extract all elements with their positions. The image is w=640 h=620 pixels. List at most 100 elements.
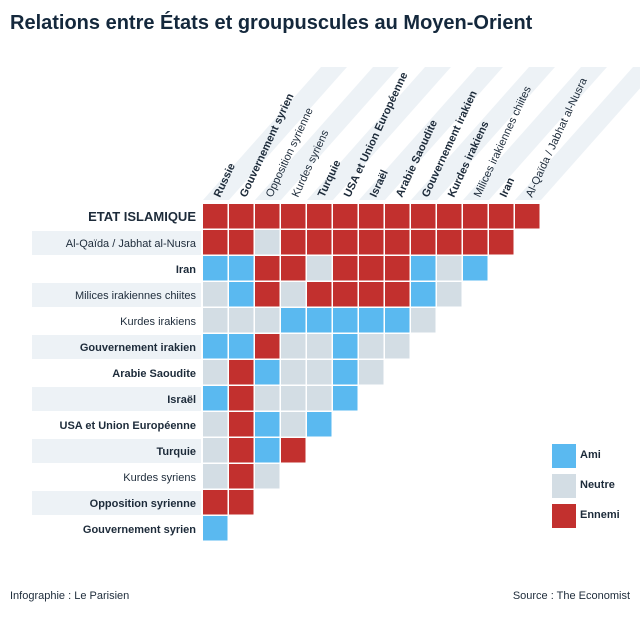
matrix-cell — [203, 490, 228, 515]
matrix-cells — [203, 204, 540, 541]
matrix-cell — [307, 308, 332, 333]
matrix-cell — [229, 334, 254, 359]
row-label: Al-Qaïda / Jabhat al-Nusra — [66, 238, 197, 250]
matrix-cell — [333, 360, 358, 385]
matrix-cell — [203, 360, 228, 385]
matrix-cell — [333, 204, 358, 229]
matrix-cell — [411, 308, 436, 333]
column-header-band — [255, 67, 399, 200]
matrix-cell — [411, 204, 436, 229]
matrix-cell — [229, 386, 254, 411]
matrix-cell — [307, 386, 332, 411]
matrix-cell — [255, 230, 280, 255]
matrix-cell — [229, 438, 254, 463]
matrix-cell — [255, 256, 280, 281]
matrix-cell — [385, 308, 410, 333]
column-header-band — [463, 67, 607, 200]
matrix-cell — [385, 282, 410, 307]
matrix-cell — [203, 464, 228, 489]
matrix-cell — [333, 230, 358, 255]
matrix-cell — [333, 334, 358, 359]
matrix-cell — [437, 282, 462, 307]
matrix-cell — [359, 334, 384, 359]
matrix-cell — [281, 412, 306, 437]
matrix-cell — [463, 230, 488, 255]
matrix-cell — [307, 230, 332, 255]
column-header-band — [411, 67, 555, 200]
matrix-cell — [203, 230, 228, 255]
matrix-cell — [333, 282, 358, 307]
matrix-cell — [281, 386, 306, 411]
matrix-cell — [385, 204, 410, 229]
matrix-cell — [359, 282, 384, 307]
matrix-cell — [203, 386, 228, 411]
matrix-cell — [359, 230, 384, 255]
matrix-cell — [229, 308, 254, 333]
matrix-cell — [359, 204, 384, 229]
matrix-cell — [255, 438, 280, 463]
matrix-cell — [229, 204, 254, 229]
legend-swatch — [552, 444, 576, 468]
matrix-cell — [203, 308, 228, 333]
row-label: Turquie — [156, 446, 196, 458]
matrix-cell — [333, 386, 358, 411]
matrix-cell — [385, 334, 410, 359]
matrix-cell — [437, 256, 462, 281]
source-text: Source : The Economist — [512, 590, 630, 602]
matrix-cell — [255, 308, 280, 333]
matrix-cell — [385, 230, 410, 255]
matrix-cell — [203, 256, 228, 281]
row-label: Kurdes irakiens — [120, 316, 196, 328]
matrix-cell — [203, 334, 228, 359]
row-label: Gouvernement irakien — [80, 342, 196, 354]
matrix-cell — [229, 464, 254, 489]
matrix-cell — [359, 256, 384, 281]
row-labels: ETAT ISLAMIQUE Al-Qaïda / Jabhat al-Nusra… — [32, 209, 201, 536]
matrix-cell — [281, 308, 306, 333]
row-label: Opposition syrienne — [90, 498, 196, 510]
chart-title: Relations entre États et groupuscules au… — [10, 12, 533, 34]
column-header-band — [359, 67, 503, 200]
matrix-cell — [333, 256, 358, 281]
matrix-cell — [437, 230, 462, 255]
matrix-cell — [255, 204, 280, 229]
matrix-cell — [203, 282, 228, 307]
column-header-band — [307, 67, 451, 200]
matrix-cell — [255, 412, 280, 437]
legend-label: Neutre — [580, 479, 615, 491]
matrix-cell — [307, 282, 332, 307]
row-label: Arabie Saoudite — [112, 368, 196, 380]
matrix-cell — [437, 204, 462, 229]
matrix-cell — [255, 464, 280, 489]
column-header-band — [203, 67, 347, 200]
matrix-cell — [359, 308, 384, 333]
row-label: Israël — [167, 394, 196, 406]
matrix-cell — [411, 256, 436, 281]
row-label: Milices irakiennes chiites — [75, 290, 197, 302]
matrix-cell — [307, 256, 332, 281]
row-label-band — [32, 283, 201, 307]
matrix-cell — [307, 204, 332, 229]
matrix-cell — [281, 360, 306, 385]
matrix-cell — [359, 360, 384, 385]
row-label: Kurdes syriens — [123, 472, 196, 484]
matrix-cell — [281, 334, 306, 359]
matrix-cell — [229, 256, 254, 281]
matrix-cell — [307, 334, 332, 359]
legend-label: Ennemi — [580, 509, 620, 521]
matrix-cell — [515, 204, 540, 229]
matrix-cell — [255, 282, 280, 307]
matrix-cell — [203, 204, 228, 229]
matrix-cell — [229, 282, 254, 307]
legend-label: Ami — [580, 449, 601, 461]
matrix-cell — [255, 360, 280, 385]
column-header-band — [515, 67, 640, 200]
matrix-cell — [489, 230, 514, 255]
matrix-cell — [307, 360, 332, 385]
matrix-cell — [255, 334, 280, 359]
matrix-cell — [203, 516, 228, 541]
matrix-cell — [281, 256, 306, 281]
matrix-cell — [203, 412, 228, 437]
